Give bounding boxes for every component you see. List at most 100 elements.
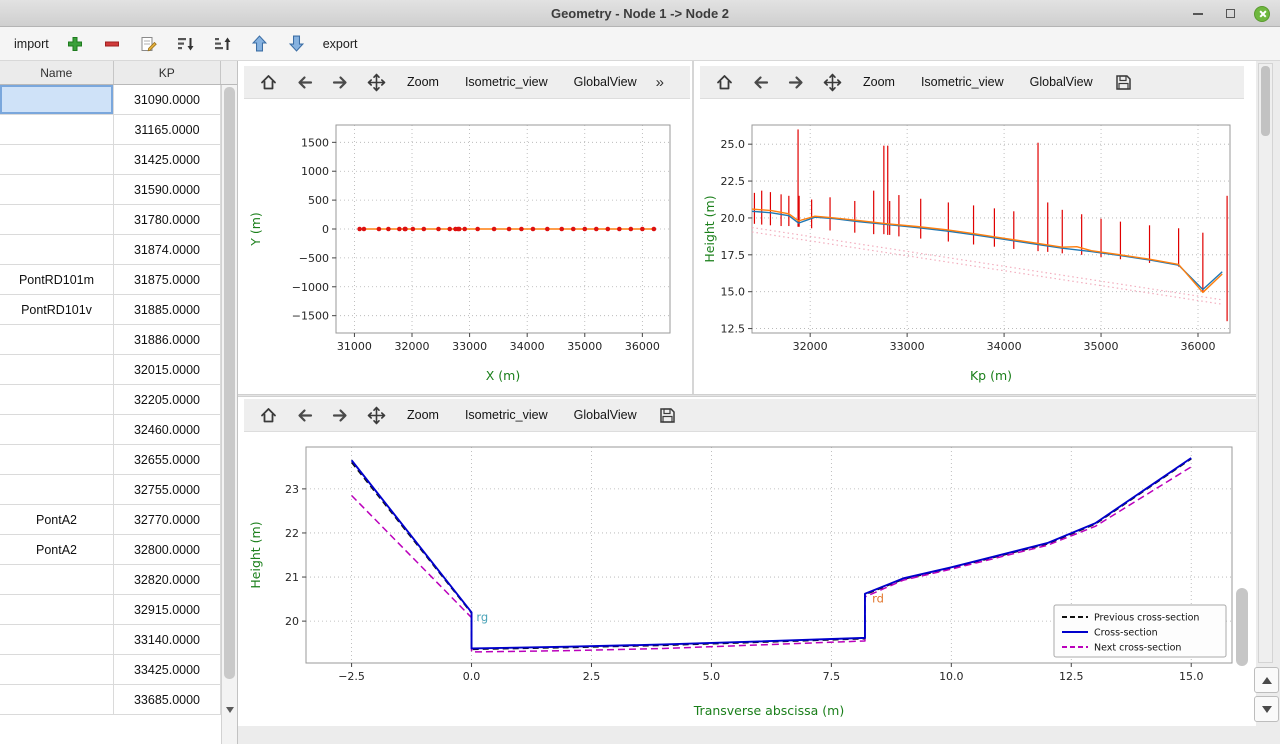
table-row[interactable]: 32915.0000 xyxy=(0,595,222,625)
isometric-view-button[interactable]: Isometric_view xyxy=(912,75,1013,89)
name-cell[interactable] xyxy=(0,685,114,714)
move-down-button[interactable] xyxy=(286,33,308,55)
minimize-button[interactable] xyxy=(1190,6,1206,22)
kp-cell[interactable]: 32820.0000 xyxy=(114,565,221,594)
kp-cell[interactable]: 31886.0000 xyxy=(114,325,221,354)
maximize-button[interactable] xyxy=(1222,6,1238,22)
table-row[interactable]: 33685.0000 xyxy=(0,685,222,715)
home-button[interactable] xyxy=(710,68,738,96)
table-row[interactable]: PontA2 32800.0000 xyxy=(0,535,222,565)
global-view-button[interactable]: GlobalView xyxy=(565,75,646,89)
kp-cell[interactable]: 33140.0000 xyxy=(114,625,221,654)
back-button[interactable] xyxy=(290,401,318,429)
name-cell[interactable] xyxy=(0,235,114,264)
column-header-name[interactable]: Name xyxy=(0,61,114,84)
kp-cell[interactable]: 32800.0000 xyxy=(114,535,221,564)
table-scrollbar[interactable] xyxy=(221,85,237,744)
main-vertical-scrollbar[interactable] xyxy=(1258,63,1273,663)
main-scrollbar-thumb[interactable] xyxy=(1261,66,1270,136)
sort-descending-button[interactable] xyxy=(175,33,197,55)
isometric-view-button[interactable]: Isometric_view xyxy=(456,75,557,89)
horizontal-splitter[interactable] xyxy=(238,394,1256,397)
table-row[interactable]: PontA2 32770.0000 xyxy=(0,505,222,535)
kp-cell[interactable]: 31780.0000 xyxy=(114,205,221,234)
name-cell[interactable] xyxy=(0,385,114,414)
name-cell[interactable] xyxy=(0,115,114,144)
toolbar-overflow-chevron[interactable]: » xyxy=(655,73,664,91)
table-row[interactable]: 31874.0000 xyxy=(0,235,222,265)
plan-view-chart[interactable]: 31000 32000 33000 34000 35000 36000 −1500 −1000… xyxy=(246,101,686,389)
global-view-button[interactable]: GlobalView xyxy=(1021,75,1102,89)
pan-button[interactable] xyxy=(362,68,390,96)
kp-cell[interactable]: 32015.0000 xyxy=(114,355,221,384)
table-row[interactable]: 31425.0000 xyxy=(0,145,222,175)
table-row[interactable]: 33140.0000 xyxy=(0,625,222,655)
panel-scrollbar-thumb[interactable] xyxy=(1236,588,1248,666)
kp-cell[interactable]: 31090.0000 xyxy=(114,85,221,114)
name-cell[interactable] xyxy=(0,85,114,114)
kp-cell[interactable]: 31165.0000 xyxy=(114,115,221,144)
name-cell[interactable] xyxy=(0,145,114,174)
table-row[interactable]: 32015.0000 xyxy=(0,355,222,385)
global-view-button[interactable]: GlobalView xyxy=(565,408,646,422)
name-cell[interactable] xyxy=(0,445,114,474)
table-row[interactable]: 31590.0000 xyxy=(0,175,222,205)
table-row[interactable]: 32755.0000 xyxy=(0,475,222,505)
column-header-kp[interactable]: KP xyxy=(114,61,222,84)
forward-button[interactable] xyxy=(782,68,810,96)
sort-ascending-button[interactable] xyxy=(212,33,234,55)
back-button[interactable] xyxy=(290,68,318,96)
table-row[interactable]: PontRD101m 31875.0000 xyxy=(0,265,222,295)
isometric-view-button[interactable]: Isometric_view xyxy=(456,408,557,422)
kp-cell[interactable]: 32770.0000 xyxy=(114,505,221,534)
back-button[interactable] xyxy=(746,68,774,96)
move-up-button[interactable] xyxy=(249,33,271,55)
forward-button[interactable] xyxy=(326,68,354,96)
table-row[interactable]: 33425.0000 xyxy=(0,655,222,685)
remove-row-button[interactable] xyxy=(101,33,123,55)
table-row[interactable]: 31886.0000 xyxy=(0,325,222,355)
kp-cell[interactable]: 32915.0000 xyxy=(114,595,221,624)
name-cell[interactable] xyxy=(0,355,114,384)
name-cell[interactable]: PontRD101m xyxy=(0,265,114,294)
table-row[interactable]: 32205.0000 xyxy=(0,385,222,415)
zoom-button[interactable]: Zoom xyxy=(398,408,448,422)
table-row[interactable]: 31165.0000 xyxy=(0,115,222,145)
kp-cell[interactable]: 31875.0000 xyxy=(114,265,221,294)
name-cell[interactable] xyxy=(0,325,114,354)
name-cell[interactable]: PontA2 xyxy=(0,505,114,534)
export-button[interactable]: export xyxy=(322,36,358,51)
pan-button[interactable] xyxy=(362,401,390,429)
kp-cell[interactable]: 31590.0000 xyxy=(114,175,221,204)
scroll-up-button[interactable] xyxy=(1254,667,1279,693)
table-row[interactable]: 32655.0000 xyxy=(0,445,222,475)
kp-cell[interactable]: 32205.0000 xyxy=(114,385,221,414)
zoom-button[interactable]: Zoom xyxy=(854,75,904,89)
table-row[interactable]: 32460.0000 xyxy=(0,415,222,445)
table-scroll-down-button[interactable] xyxy=(223,702,236,718)
pan-button[interactable] xyxy=(818,68,846,96)
profile-chart[interactable]: 32000 33000 34000 35000 36000 12.5 15.0 17.5 20.… xyxy=(700,101,1244,389)
home-button[interactable] xyxy=(254,401,282,429)
table-row[interactable]: 31780.0000 xyxy=(0,205,222,235)
zoom-button[interactable]: Zoom xyxy=(398,75,448,89)
cross-section-chart[interactable]: −2.5 0.0 2.5 5.0 7.5 10.0 12.5 15.0 20 21 22 23 Tran… xyxy=(246,433,1244,724)
scroll-down-button[interactable] xyxy=(1254,696,1279,722)
name-cell[interactable] xyxy=(0,175,114,204)
name-cell[interactable] xyxy=(0,565,114,594)
name-cell[interactable]: PontA2 xyxy=(0,535,114,564)
kp-cell[interactable]: 31425.0000 xyxy=(114,145,221,174)
kp-cell[interactable]: 32755.0000 xyxy=(114,475,221,504)
kp-cell[interactable]: 32460.0000 xyxy=(114,415,221,444)
name-cell[interactable] xyxy=(0,595,114,624)
edit-button[interactable] xyxy=(138,33,160,55)
home-button[interactable] xyxy=(254,68,282,96)
save-figure-button[interactable] xyxy=(654,401,682,429)
table-row[interactable]: PontRD101v 31885.0000 xyxy=(0,295,222,325)
name-cell[interactable] xyxy=(0,475,114,504)
forward-button[interactable] xyxy=(326,401,354,429)
name-cell[interactable] xyxy=(0,655,114,684)
kp-cell[interactable]: 33685.0000 xyxy=(114,685,221,714)
kp-cell[interactable]: 31874.0000 xyxy=(114,235,221,264)
add-row-button[interactable] xyxy=(64,33,86,55)
